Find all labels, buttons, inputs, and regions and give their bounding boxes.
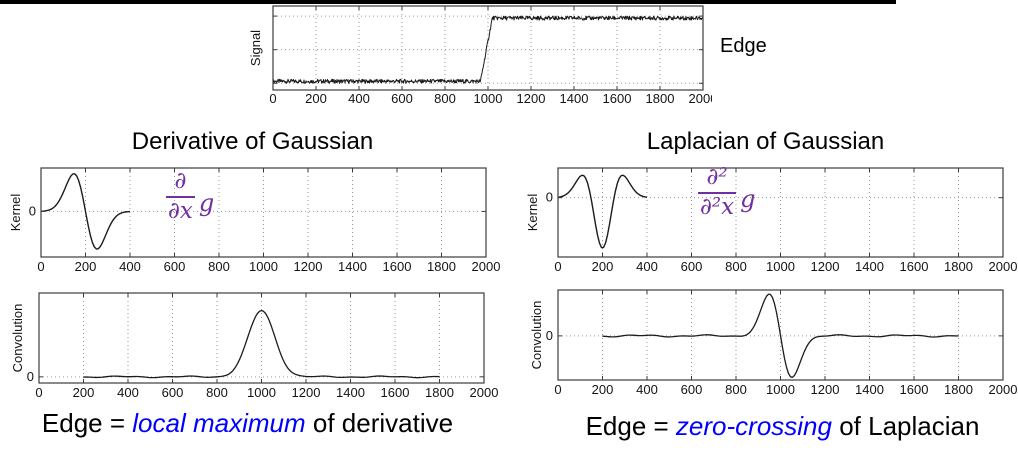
log-convolution-plot: 0 200 400 600 800 1000 1200 1400 1600 1800 20000Co… [529,289,1018,397]
log_convolution-ytick-label: 0 [546,328,553,343]
dog_convolution-ytick-label: 0 [27,369,34,384]
log_convolution-xtick-label: 1800 [944,382,973,397]
dog_convolution-xtick-label: 800 [206,385,228,400]
log_kernel-curve [557,174,648,249]
log_convolution-xtick-label: 1000 [766,382,795,397]
log_convolution-curve [602,293,959,378]
edge-label: Edge [720,35,767,57]
dog_convolution-xtick-label: 1600 [381,385,410,400]
log_convolution-ylabel: Convolution [529,301,544,370]
dog_kernel-xtick-label: 1600 [383,259,412,274]
log_kernel-xtick-label: 1200 [811,259,840,274]
caption-highlight-local-maximum: local maximum [132,408,306,438]
caption-suffix: of derivative [305,408,454,438]
log_convolution-xtick-label: 1600 [900,382,929,397]
log_kernel-xtick-label: 1400 [855,259,884,274]
fraction-bar [166,196,195,198]
signal-plot: 0 200 400 600 800 1000 1200 1400 1600 1800 2000 Sig… [248,5,712,106]
signal-xtick-label: 2000 [689,91,712,106]
caption-suffix: of Laplacian [831,411,980,441]
dog-denominator: ∂x [168,198,193,224]
caption-highlight-zero-crossing: zero-crossing [675,411,832,441]
log_kernel-xtick-label: 2000 [989,259,1018,274]
log_kernel-xtick-label: 1800 [944,259,973,274]
dog_kernel-xtick-label: 1000 [249,259,278,274]
log_kernel-ylabel: Kernel [525,194,540,232]
log_kernel-xtick-label: 0 [554,259,561,274]
dog_kernel-xtick-label: 1400 [338,259,367,274]
log_convolution-xtick-label: 800 [725,382,747,397]
dog_convolution-xtick-label: 1200 [292,385,321,400]
dog_convolution-xtick-label: 1800 [425,385,454,400]
derivative-of-gaussian-kernel-plot: 0 200 400 600 800 1000 1200 1400 1600 1800 2000 0 Ke… [8,167,501,274]
signal-ylabel: Signal [248,30,263,66]
dog_kernel-xtick-label: 600 [164,259,186,274]
log_convolution-xtick-label: 600 [681,382,703,397]
caption-prefix: Edge = [41,408,133,438]
log_kernel-xtick-label: 800 [725,259,747,274]
signal-xtick-label: 1600 [603,91,632,106]
dog_convolution-xtick-label: 200 [73,385,95,400]
log_convolution-xtick-label: 0 [554,382,561,397]
dog-numerator: ∂ [174,168,187,194]
log-operand: g [740,184,756,213]
title-laplacian-of-gaussian: Laplacian of Gaussian [646,128,885,155]
caption-derivative: Edge = local maximum of derivative [25,408,470,439]
dog-convolution-plot: 0 200 400 600 800 1000 1200 1400 1600 1800 20000Co… [10,292,499,400]
dog_convolution-xtick-label: 600 [162,385,184,400]
log_convolution-xtick-label: 200 [592,382,614,397]
fraction-bar [698,192,737,194]
signal-xtick-label: 1000 [474,91,503,106]
dog_kernel-xtick-label: 200 [75,259,97,274]
dog-operand: g [198,188,215,217]
signal-xtick-label: 1400 [560,91,589,106]
dog_kernel-xtick-label: 1200 [294,259,323,274]
log_convolution-xtick-label: 1400 [855,382,884,397]
dog-formula: ∂ ∂x g [166,170,214,223]
dog_convolution-xtick-label: 2000 [470,385,499,400]
signal-xtick-label: 1200 [517,91,546,106]
dog_kernel-ylabel: Kernel [8,194,23,232]
log-numerator: ∂² [706,164,728,190]
dog_convolution-xtick-label: 0 [35,385,42,400]
dog_kernel-xtick-label: 800 [208,259,230,274]
dog_kernel-xtick-label: 1800 [427,259,456,274]
log_convolution-xtick-label: 400 [636,382,658,397]
log_convolution-xtick-label: 2000 [989,382,1018,397]
dog_kernel-curve [40,173,131,250]
signal-xtick-label: 400 [348,91,370,106]
log_kernel-xtick-label: 1600 [900,259,929,274]
log_kernel-xtick-label: 400 [636,259,658,274]
log-denominator: ∂²x [700,194,735,220]
dog_kernel-xtick-label: 2000 [472,259,501,274]
signal-curve [272,15,704,84]
log-formula: ∂² ∂²x g [698,166,755,219]
caption-laplacian: Edge = zero-crossing of Laplacian [560,411,1005,442]
log_kernel-xtick-label: 600 [681,259,703,274]
log_kernel-ytick-label: 0 [546,190,553,205]
dog_kernel-xtick-label: 400 [119,259,141,274]
signal-xtick-label: 800 [434,91,456,106]
dog_convolution-xtick-label: 400 [117,385,139,400]
log_convolution-xtick-label: 1200 [811,382,840,397]
dog_convolution-xtick-label: 1000 [247,385,276,400]
signal-xtick-label: 200 [305,91,327,106]
title-derivative-of-gaussian: Derivative of Gaussian [131,128,374,155]
caption-prefix: Edge = [585,411,676,441]
dog_kernel-xtick-label: 0 [37,259,44,274]
log_kernel-xtick-label: 1000 [766,259,795,274]
dog_convolution-xtick-label: 1400 [336,385,365,400]
signal-xtick-label: 1800 [646,91,675,106]
signal-xtick-label: 0 [269,91,276,106]
dog_kernel-ytick-label: 0 [29,203,36,218]
dog_convolution-ylabel: Convolution [10,304,25,373]
top-rule [0,0,896,4]
signal-xtick-label: 600 [391,91,413,106]
dog-fraction: ∂ ∂x [166,170,195,223]
log_kernel-xtick-label: 200 [592,259,614,274]
log-fraction: ∂² ∂²x [698,164,737,220]
laplacian-of-gaussian-kernel-plot: 0 200 400 600 800 1000 1200 1400 1600 1800 2000 0 Ke… [525,167,1018,274]
dog_convolution-curve [83,309,440,379]
